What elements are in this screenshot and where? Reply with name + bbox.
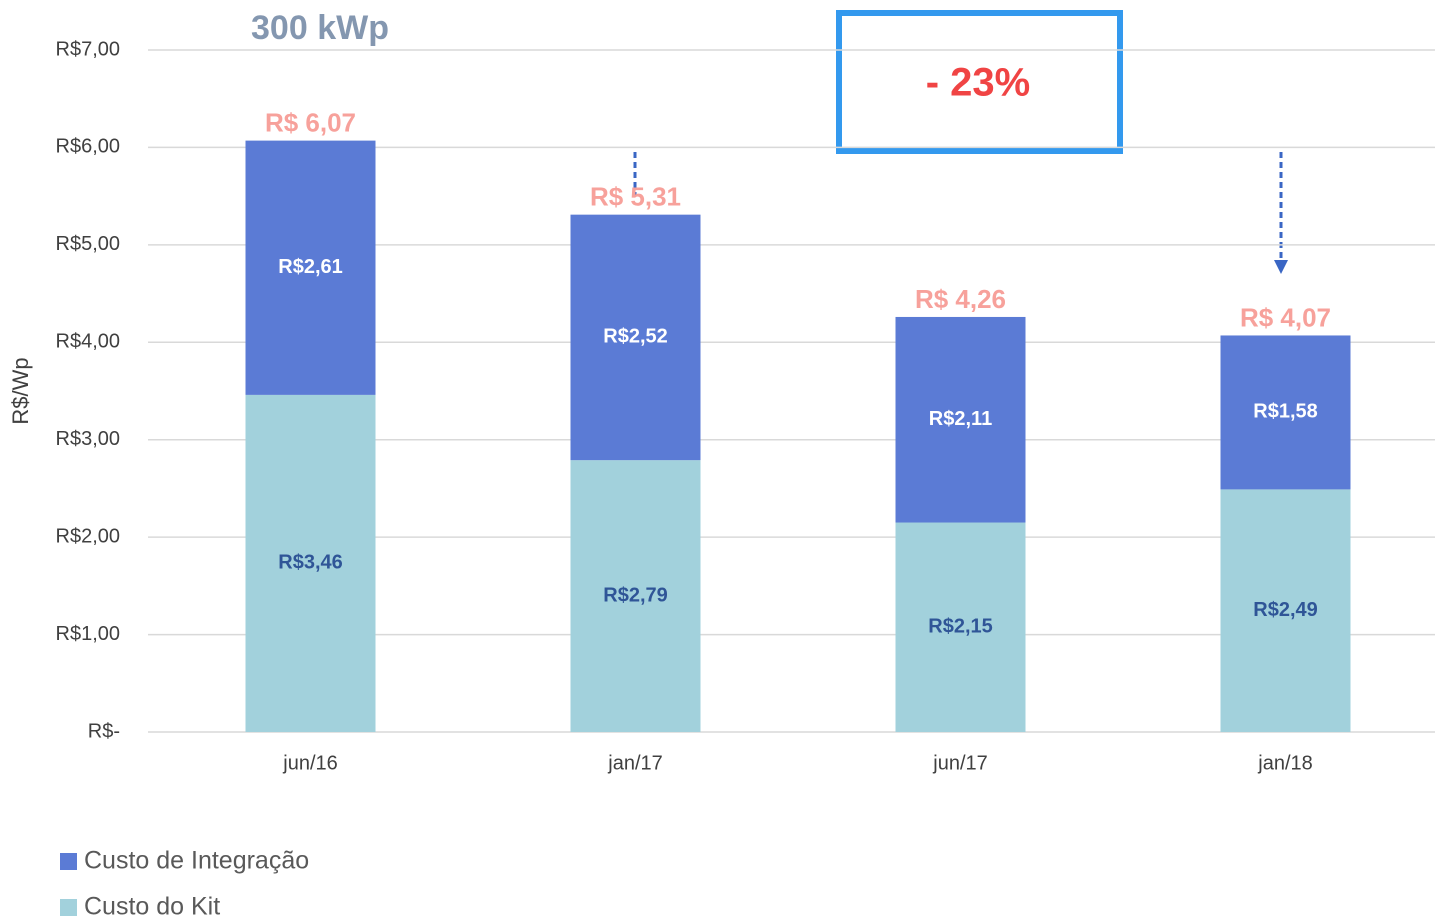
total-label: R$ 4,26	[915, 284, 1006, 314]
legend-label: Custo de Integração	[84, 847, 309, 875]
data-label: R$1,58	[1253, 401, 1318, 423]
annotation: - 23%	[926, 61, 1031, 105]
total-label: R$ 4,07	[1240, 302, 1331, 332]
bar-segment	[1220, 335, 1351, 490]
data-label: R$2,79	[603, 584, 668, 606]
data-label: R$2,61	[278, 256, 343, 278]
chart-title: 300 kWp	[251, 9, 389, 47]
y-axis-label: R$/Wp	[8, 357, 33, 424]
data-label: R$2,11	[929, 408, 992, 430]
bar-segment	[570, 214, 701, 461]
data-label: R$2,52	[603, 326, 668, 348]
legend-swatch	[60, 899, 77, 916]
x-tick-label: jan/17	[607, 752, 663, 774]
y-tick-label: R$4,00	[56, 331, 121, 353]
data-label: R$2,49	[1253, 599, 1318, 621]
bar-segment	[1220, 489, 1351, 732]
bar-segment	[895, 316, 1026, 523]
bar-segment	[245, 394, 376, 732]
legend-label: Custo do Kit	[84, 893, 220, 921]
annotation-box	[836, 10, 1123, 154]
data-label: R$3,46	[278, 552, 343, 574]
y-tick-label: R$-	[88, 720, 120, 742]
y-tick-label: R$2,00	[56, 525, 121, 547]
total-label: R$ 5,31	[590, 182, 681, 212]
bar-segment	[570, 460, 701, 732]
bar-segment	[245, 140, 376, 395]
y-tick-label: R$3,00	[56, 428, 121, 450]
data-label: R$2,15	[928, 616, 993, 638]
legend-swatch	[60, 853, 77, 870]
x-tick-label: jan/18	[1257, 752, 1313, 774]
y-tick-label: R$5,00	[56, 233, 121, 255]
y-tick-label: R$7,00	[56, 38, 121, 60]
y-tick-label: R$6,00	[56, 136, 121, 158]
arrow-head	[1274, 260, 1288, 274]
x-tick-label: jun/16	[282, 752, 338, 774]
x-tick-label: jun/17	[932, 752, 988, 774]
y-tick-label: R$1,00	[56, 623, 121, 645]
bar-segment	[895, 522, 1026, 732]
total-label: R$ 6,07	[265, 107, 356, 137]
